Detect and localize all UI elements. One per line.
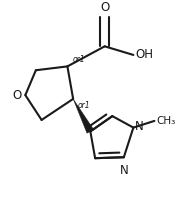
Text: or1: or1 <box>78 101 91 110</box>
Text: O: O <box>12 89 22 102</box>
Text: or1: or1 <box>72 55 85 64</box>
Polygon shape <box>73 99 94 133</box>
Text: OH: OH <box>135 48 153 61</box>
Text: N: N <box>135 120 144 133</box>
Text: CH₃: CH₃ <box>156 116 176 126</box>
Text: N: N <box>119 164 128 177</box>
Text: O: O <box>100 1 109 14</box>
